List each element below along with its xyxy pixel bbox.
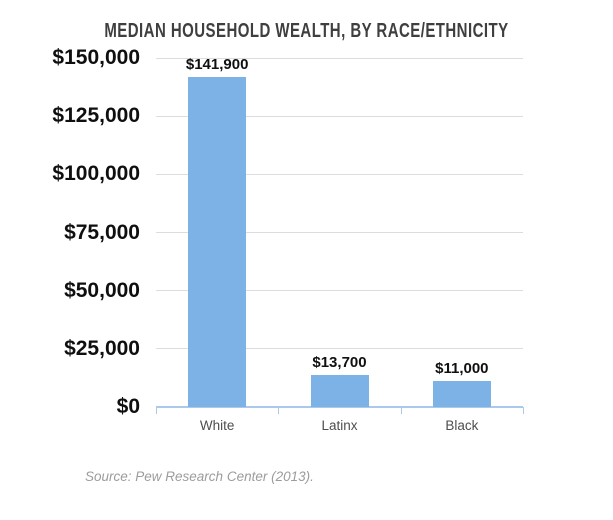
x-axis-tick: [156, 407, 157, 414]
source-note: Source: Pew Research Center (2013).: [85, 469, 314, 484]
gridline: [156, 232, 523, 233]
bar-value-label: $141,900: [185, 55, 249, 73]
y-axis-tick-label: $100,000: [52, 162, 140, 186]
x-axis-tick: [278, 407, 280, 414]
gridline: [156, 173, 523, 175]
y-axis-tick-label: $25,000: [64, 336, 140, 360]
bar: [188, 76, 247, 407]
chart-title: MEDIAN HOUSEHOLD WEALTH, BY RACE/ETHNICI…: [104, 20, 509, 42]
bar-value-label: $11,000: [435, 360, 489, 378]
y-axis-tick-label: $50,000: [64, 278, 140, 302]
y-axis-tick-label: $150,000: [52, 46, 140, 69]
x-axis-category-label: Latinx: [321, 418, 358, 433]
gridline: [156, 57, 523, 59]
x-axis-category-label: White: [199, 418, 235, 433]
y-axis-tick-label: $125,000: [52, 104, 140, 128]
gridline: [156, 290, 523, 292]
y-axis-tick-label: $0: [116, 395, 140, 418]
x-axis-tick: [400, 407, 402, 414]
chart-title-row: MEDIAN HOUSEHOLD WEALTH, BY RACE/ETHNICI…: [0, 20, 613, 43]
x-axis-line: [156, 406, 523, 408]
y-axis-tick-label: $75,000: [64, 220, 140, 244]
bar-value-label: $13,700: [312, 354, 367, 372]
bar: [432, 381, 491, 407]
x-axis-category-label: Black: [445, 418, 479, 433]
gridline: [156, 115, 523, 117]
x-axis-tick: [523, 407, 524, 414]
gridline: [156, 348, 523, 350]
bar: [310, 375, 369, 407]
